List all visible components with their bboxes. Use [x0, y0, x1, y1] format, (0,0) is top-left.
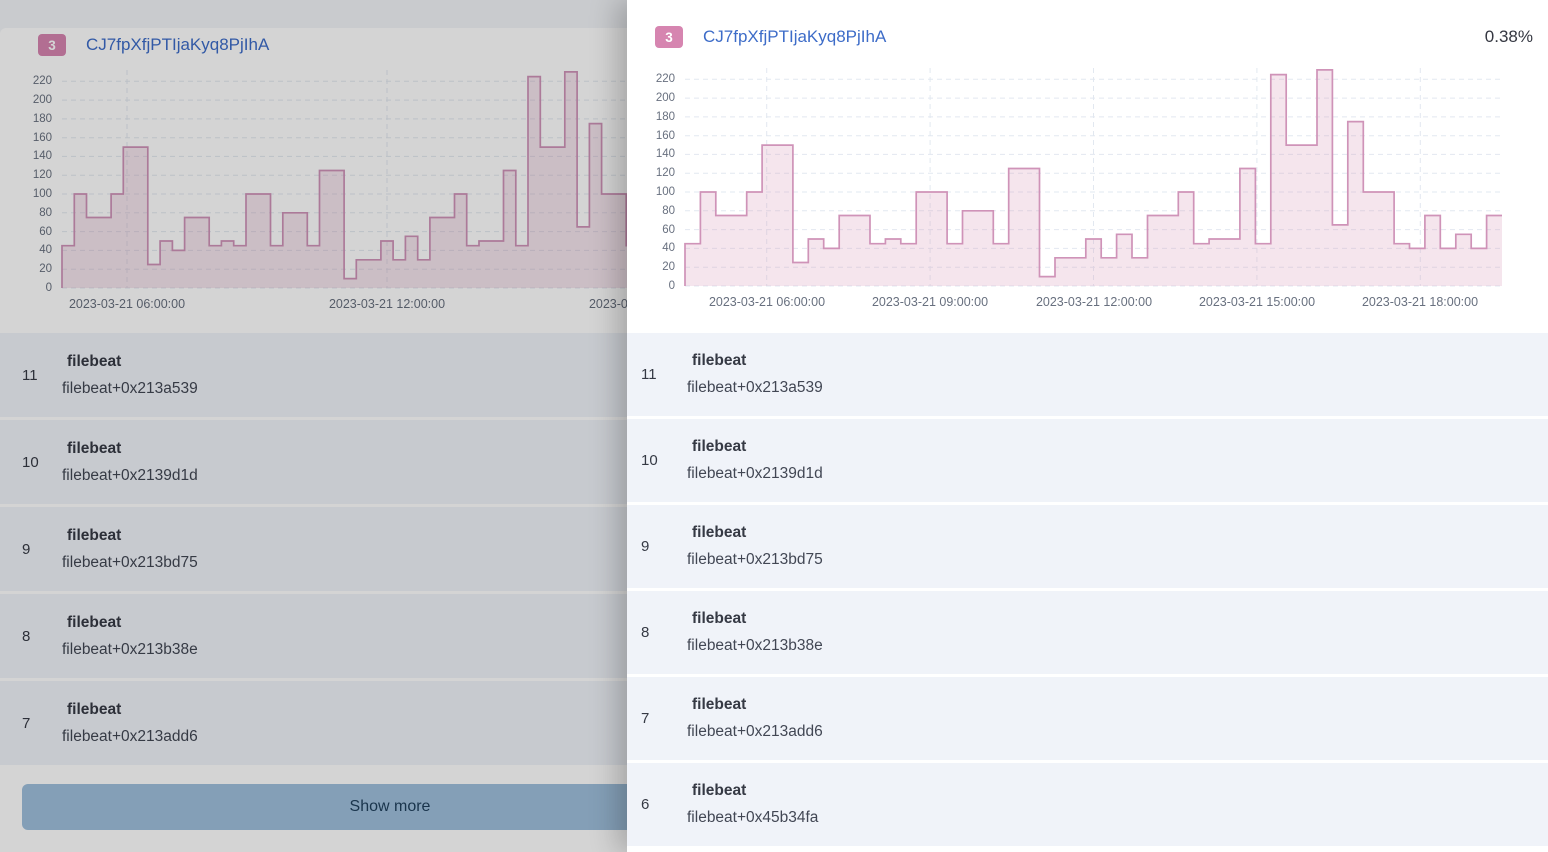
y-tick-label: 40 — [662, 242, 675, 254]
frame-name: filebeat — [67, 526, 122, 544]
x-tick-label: 2023-03-21 12:00:00 — [1035, 295, 1153, 309]
x-tick-label: 2023-03-21 06:00:00 — [708, 295, 826, 309]
frame-rank: 9 — [641, 538, 650, 555]
chart-svg — [684, 68, 1502, 287]
flyout-header: 3 CJ7fpXfjPTIjaKyq8PjIhA 0.38% — [627, 0, 1548, 48]
stack-frame-row[interactable]: 8 filebeat filebeat+0x213b38e — [627, 591, 1548, 674]
rank-badge: 3 — [655, 26, 683, 48]
frame-name: filebeat — [692, 782, 747, 799]
frame-address: filebeat+0x213add6 — [687, 723, 823, 740]
x-tick-label: 2023-03-21 18:00:00 — [1361, 295, 1479, 309]
y-tick-label: 80 — [662, 205, 675, 217]
frame-rank: 8 — [641, 624, 650, 641]
frame-info: filebeat filebeat+0x213bd75 — [687, 524, 823, 569]
area-fill — [62, 71, 712, 289]
y-tick-label: 40 — [39, 244, 52, 256]
area-line — [61, 71, 712, 288]
frame-rank: 7 — [641, 710, 650, 727]
frame-address: filebeat+0x213add6 — [62, 727, 198, 745]
y-tick-label: 100 — [32, 188, 52, 200]
y-tick-label: 160 — [32, 132, 52, 144]
y-tick-label: 120 — [32, 169, 52, 181]
frame-name: filebeat — [67, 613, 122, 631]
frame-info: filebeat filebeat+0x213add6 — [687, 696, 823, 741]
y-tick-label: 60 — [39, 226, 52, 238]
frame-name: filebeat — [67, 439, 122, 457]
frame-info: filebeat filebeat+0x2139d1d — [62, 440, 198, 485]
frame-info: filebeat filebeat+0x2139d1d — [687, 438, 823, 483]
frame-rank: 6 — [641, 796, 650, 813]
y-tick-label: 20 — [662, 261, 675, 273]
area-line — [684, 69, 1502, 286]
y-tick-label: 20 — [39, 263, 52, 275]
samples-chart: 0 20 40 60 80 100 120 140 160 180 200 220 2023-03-21… — [627, 68, 1548, 314]
frame-rank: 10 — [641, 452, 658, 469]
x-tick-label: 2023-03-21 12:00:00 — [328, 297, 446, 311]
y-tick-label: 220 — [655, 73, 675, 85]
x-tick-label: 2023-03-21 15:00:00 — [1198, 295, 1316, 309]
frame-name: filebeat — [67, 352, 122, 370]
stack-frame-row[interactable]: 11 filebeat filebeat+0x213a539 — [627, 333, 1548, 416]
panel-header: 3 CJ7fpXfjPTIjaKyq8PjIhA — [0, 28, 780, 56]
frame-address: filebeat+0x2139d1d — [62, 466, 198, 484]
frame-name: filebeat — [692, 696, 747, 713]
trace-id-link[interactable]: CJ7fpXfjPTIjaKyq8PjIhA — [86, 35, 270, 54]
y-tick-label: 120 — [655, 167, 675, 179]
y-tick-label: 160 — [655, 130, 675, 142]
frame-name: filebeat — [692, 524, 747, 541]
frame-address: filebeat+0x213bd75 — [62, 553, 198, 571]
frame-info: filebeat filebeat+0x213bd75 — [62, 527, 198, 572]
trace-id-link[interactable]: CJ7fpXfjPTIjaKyq8PjIhA — [703, 27, 887, 46]
x-tick-label: 2023-03-21 09:00:00 — [871, 295, 989, 309]
frame-address: filebeat+0x213a539 — [687, 379, 823, 396]
frame-name: filebeat — [692, 352, 747, 369]
y-tick-label: 0 — [45, 282, 52, 294]
y-tick-label: 200 — [32, 94, 52, 106]
frame-rank: 8 — [22, 627, 31, 645]
stack-frame-row[interactable]: 7 filebeat filebeat+0x213add6 — [627, 677, 1548, 760]
frame-address: filebeat+0x213a539 — [62, 379, 198, 397]
samples-chart: 0 20 40 60 80 100 120 140 160 180 200 220 2023-03-21… — [0, 70, 780, 316]
stack-frame-row[interactable]: 9 filebeat filebeat+0x213bd75 — [627, 505, 1548, 588]
frame-address: filebeat+0x2139d1d — [687, 465, 823, 482]
y-tick-label: 220 — [32, 75, 52, 87]
rank-badge: 3 — [38, 34, 66, 56]
frame-info: filebeat filebeat+0x213b38e — [62, 614, 198, 659]
area-fill — [685, 69, 1502, 287]
frame-rank: 7 — [22, 714, 31, 732]
frame-name: filebeat — [67, 700, 122, 718]
frame-name: filebeat — [692, 438, 747, 455]
y-tick-label: 180 — [655, 111, 675, 123]
frame-info: filebeat filebeat+0x45b34fa — [687, 782, 818, 827]
detail-flyout: 3 CJ7fpXfjPTIjaKyq8PjIhA 0.38% 0 20 40 60 80… — [627, 0, 1548, 852]
sample-percentage: 0.38% — [1484, 27, 1533, 46]
frame-address: filebeat+0x213b38e — [62, 640, 198, 658]
frame-address: filebeat+0x213b38e — [687, 637, 823, 654]
stack-frame-row[interactable]: 6 filebeat filebeat+0x45b34fa — [627, 763, 1548, 846]
frame-address: filebeat+0x45b34fa — [687, 809, 819, 826]
y-tick-label: 0 — [668, 280, 675, 292]
frame-info: filebeat filebeat+0x213a539 — [62, 353, 198, 398]
y-tick-label: 180 — [32, 113, 52, 125]
y-tick-label: 200 — [655, 92, 675, 104]
y-tick-label: 60 — [662, 224, 675, 236]
y-tick-label: 140 — [655, 148, 675, 160]
y-tick-label: 140 — [32, 150, 52, 162]
frame-name: filebeat — [692, 610, 747, 627]
frame-address: filebeat+0x213bd75 — [687, 551, 823, 568]
x-tick-label: 2023-03-21 06:00:00 — [68, 297, 186, 311]
frame-rank: 11 — [22, 366, 38, 384]
frame-info: filebeat filebeat+0x213add6 — [62, 701, 198, 746]
stack-frame-list: 11 filebeat filebeat+0x213a539 10 filebe… — [627, 333, 1548, 846]
stack-frame-row[interactable]: 10 filebeat filebeat+0x2139d1d — [627, 419, 1548, 502]
frame-rank: 9 — [22, 540, 31, 558]
frame-info: filebeat filebeat+0x213a539 — [687, 352, 823, 397]
frame-rank: 10 — [22, 453, 39, 471]
y-tick-label: 100 — [655, 186, 675, 198]
y-tick-label: 80 — [39, 207, 52, 219]
frame-info: filebeat filebeat+0x213b38e — [687, 610, 823, 655]
frame-rank: 11 — [641, 366, 657, 383]
